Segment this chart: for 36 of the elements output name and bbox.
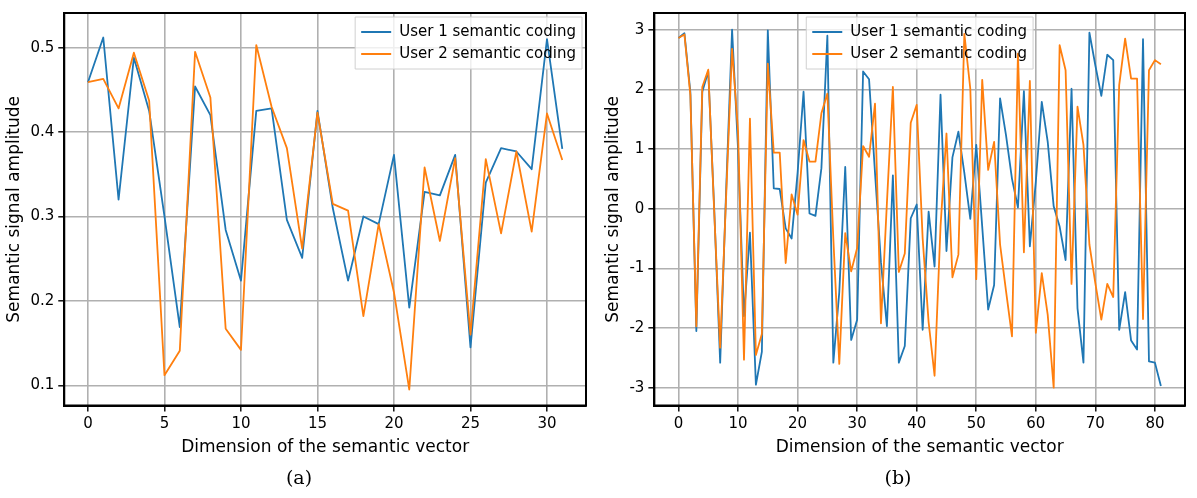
y-axis-title: Semantic signal amplitude [2, 95, 23, 323]
y-tick-label: 0 [634, 198, 645, 217]
x-tick-label: 80 [1145, 414, 1165, 433]
y-tick-label: 2 [634, 79, 645, 98]
x-tick-label: 60 [1026, 414, 1046, 433]
x-tick-label: 30 [847, 414, 867, 433]
y-tick-label: -2 [629, 317, 645, 336]
x-axis-title: Dimension of the semantic vector [775, 436, 1064, 457]
legend-label: User 1 semantic coding [399, 21, 577, 40]
y-tick-label: 0.3 [30, 206, 55, 225]
y-tick-label: 3 [634, 19, 645, 38]
x-tick-label: 5 [159, 414, 170, 433]
x-tick-label: 0 [673, 414, 684, 433]
y-axis-title: Semantic signal amplitude [601, 95, 622, 323]
x-tick-label: 50 [966, 414, 986, 433]
legend-label: User 1 semantic coding [850, 21, 1028, 40]
x-tick-label: 20 [384, 414, 404, 433]
x-tick-label: 10 [231, 414, 251, 433]
x-tick-label: 15 [307, 414, 328, 433]
x-tick-label: 40 [907, 414, 927, 433]
x-tick-label: 10 [728, 414, 748, 433]
y-tick-label: 1 [634, 138, 645, 157]
x-tick-label: 30 [537, 414, 557, 433]
y-tick-label: -3 [629, 377, 645, 396]
y-tick-label: -1 [629, 258, 645, 277]
x-axis-title: Dimension of the semantic vector [181, 436, 470, 457]
y-tick-label: 0.2 [30, 290, 55, 309]
x-tick-label: 0 [83, 414, 93, 433]
y-tick-label: 0.4 [30, 121, 55, 140]
text: (a) [284, 466, 314, 488]
x-tick-label: 20 [788, 414, 808, 433]
y-tick-label: 0.1 [30, 375, 55, 394]
text: (b) [883, 466, 913, 488]
y-tick-label: 0.5 [30, 37, 55, 56]
x-tick-label: 25 [460, 414, 481, 433]
x-tick-label: 70 [1085, 414, 1105, 433]
